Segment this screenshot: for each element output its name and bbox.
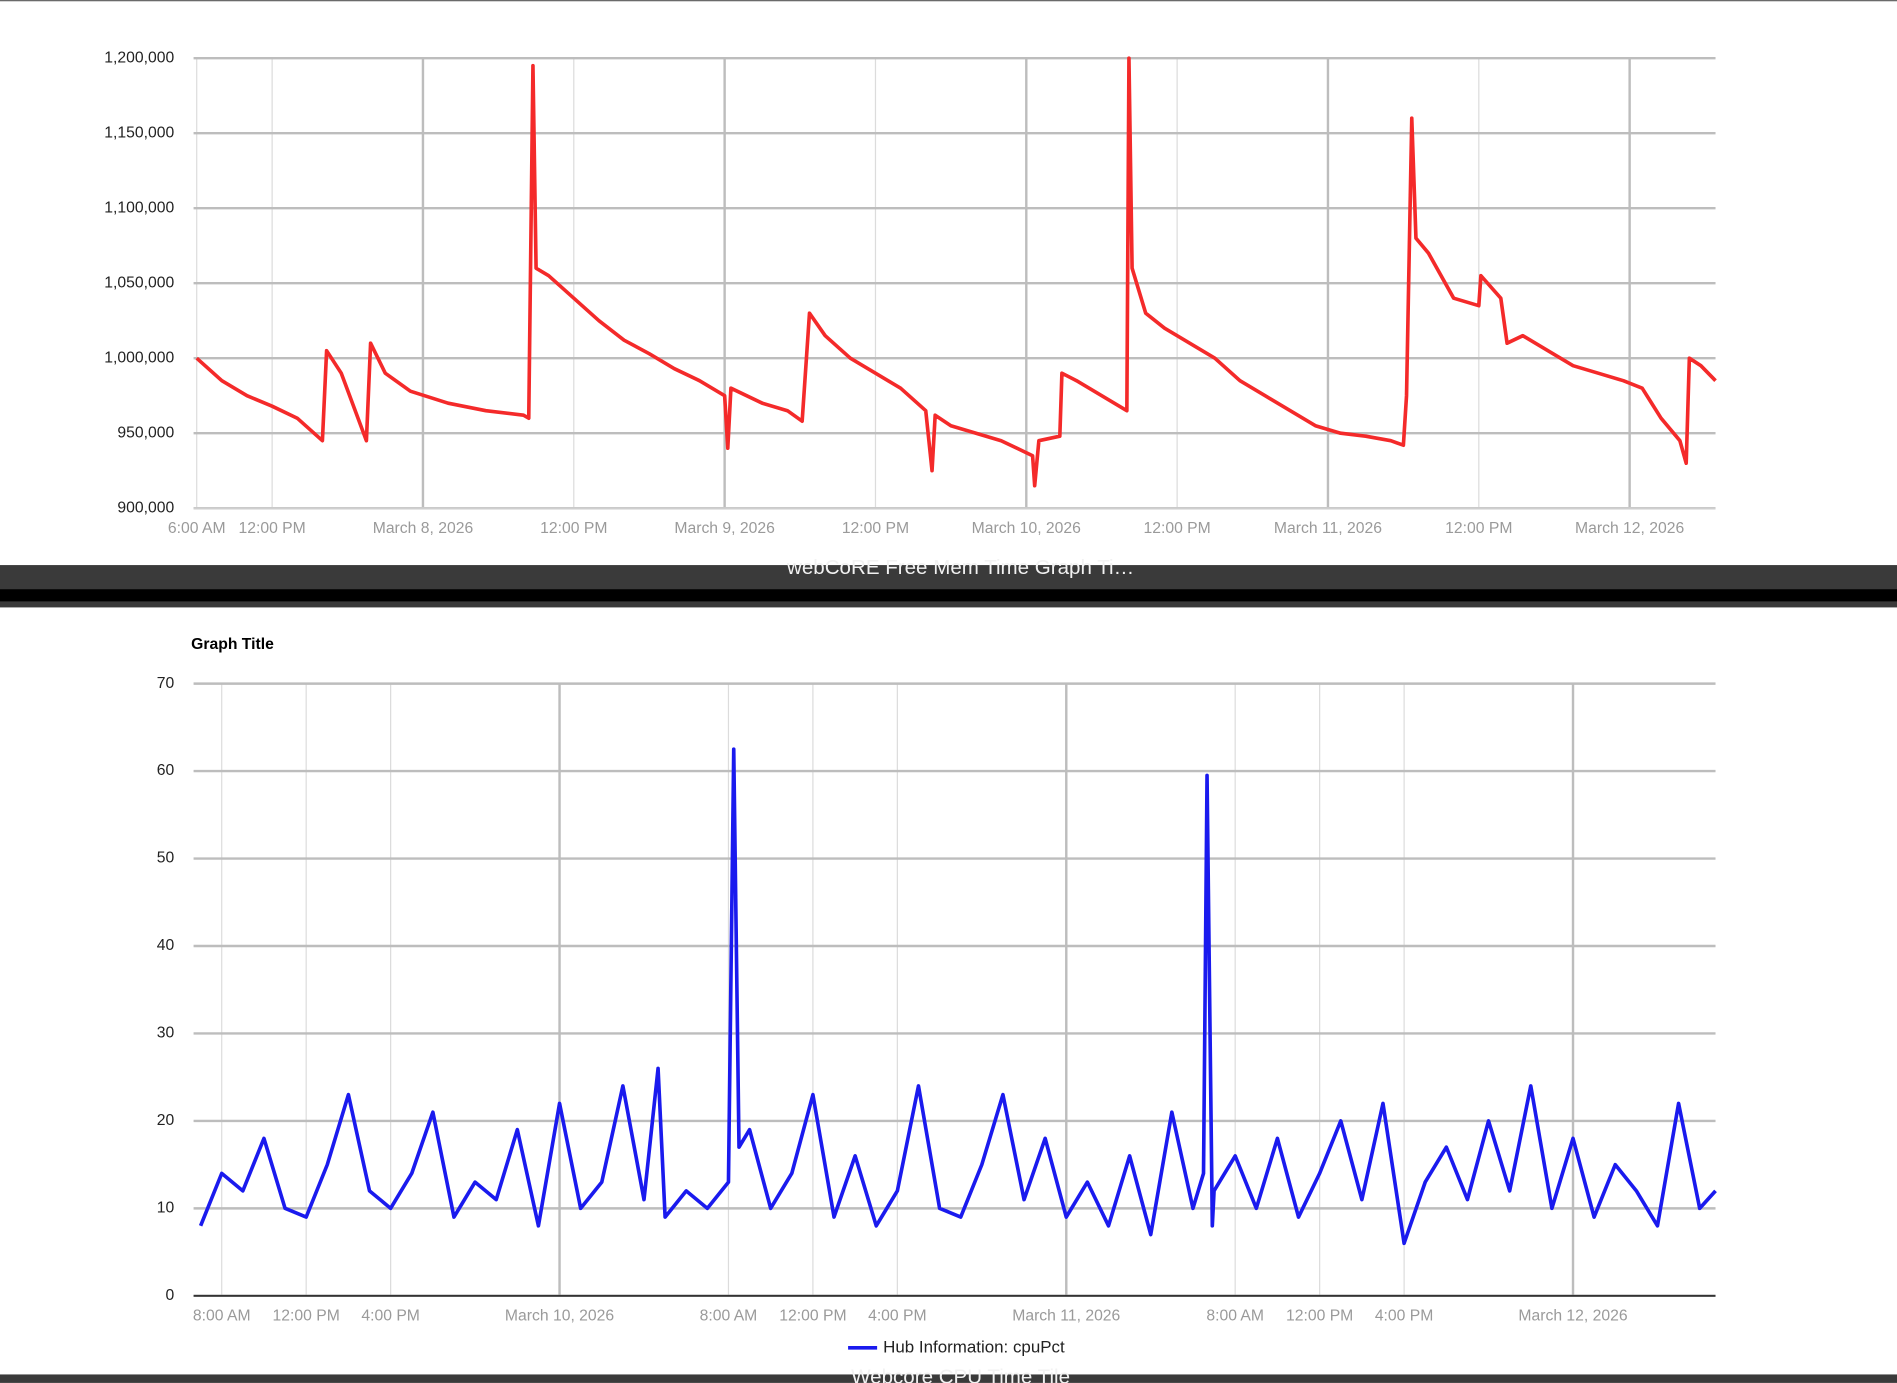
x-tick-label: March 10, 2026 <box>972 520 1081 537</box>
y-tick-label: 1,100,000 <box>104 199 174 216</box>
y-tick-label: 50 <box>157 850 175 867</box>
x-tick-label: March 11, 2026 <box>1274 520 1382 537</box>
y-tick-label: 1,000,000 <box>104 349 174 366</box>
x-tick-label: 12:00 PM <box>238 520 305 537</box>
x-tick-label: 8:00 AM <box>1206 1308 1264 1325</box>
x-tick-label: March 12, 2026 <box>1518 1308 1627 1325</box>
tile-label: webCoRE Free Mem Time Graph Ti… <box>786 556 1134 579</box>
tile-bar[interactable]: webCoRE Free Mem Time Graph Ti… <box>0 556 1897 608</box>
x-tick-label: March 10, 2026 <box>505 1308 614 1325</box>
x-tick-label: 6:00 AM <box>168 520 226 537</box>
x-tick-label: 4:00 PM <box>1375 1308 1434 1325</box>
y-tick-label: 950,000 <box>117 424 174 441</box>
y-tick-label: 70 <box>157 675 175 692</box>
charts: 900,000 950,000 1,000,000 1,050,000 1,100,00… <box>104 49 1717 1356</box>
x-tick-label: 12:00 PM <box>779 1308 846 1325</box>
y-tick-label: 60 <box>157 762 175 779</box>
y-tick-label: 30 <box>157 1025 175 1042</box>
x-tick-label: 4:00 PM <box>361 1308 420 1325</box>
x-tick-label: March 9, 2026 <box>674 520 775 537</box>
legend-label: Hub Information: cpuPct <box>883 1337 1065 1356</box>
x-tick-label: 12:00 PM <box>1286 1308 1353 1325</box>
y-tick-label: 0 <box>165 1287 174 1304</box>
y-tick-label: 40 <box>157 937 175 954</box>
y-tick-label: 10 <box>157 1200 175 1217</box>
data-line <box>198 747 1717 1246</box>
chart-title: Graph Title <box>191 636 274 653</box>
x-tick-label: 12:00 PM <box>273 1308 340 1325</box>
x-tick-label: 12:00 PM <box>842 520 909 537</box>
tile-label: Webcore CPU Time Tile <box>851 1366 1070 1383</box>
tile-bar[interactable]: Webcore CPU Time Tile <box>0 1366 1897 1383</box>
tile-divider <box>0 589 1897 602</box>
legend-item: Hub Information: cpuPct <box>848 1337 1065 1356</box>
x-tick-label: March 11, 2026 <box>1012 1308 1120 1325</box>
y-tick-label: 1,150,000 <box>104 124 174 141</box>
tile-bar-bg <box>0 1374 1897 1383</box>
x-tick-label: 4:00 PM <box>868 1308 927 1325</box>
x-tick-label: 12:00 PM <box>1445 520 1512 537</box>
x-tick-label: March 12, 2026 <box>1575 520 1684 537</box>
x-tick-label: 8:00 AM <box>193 1308 251 1325</box>
y-tick-label: 1,050,000 <box>104 274 174 291</box>
x-tick-label: 8:00 AM <box>700 1308 758 1325</box>
y-tick-label: 20 <box>157 1112 175 1129</box>
y-tick-label: 900,000 <box>117 499 174 516</box>
x-tick-label: 12:00 PM <box>540 520 607 537</box>
x-tick-label: March 8, 2026 <box>373 520 474 537</box>
x-tick-label: 12:00 PM <box>1143 520 1210 537</box>
data-line <box>195 56 1717 488</box>
y-tick-label: 1,200,000 <box>104 49 174 66</box>
